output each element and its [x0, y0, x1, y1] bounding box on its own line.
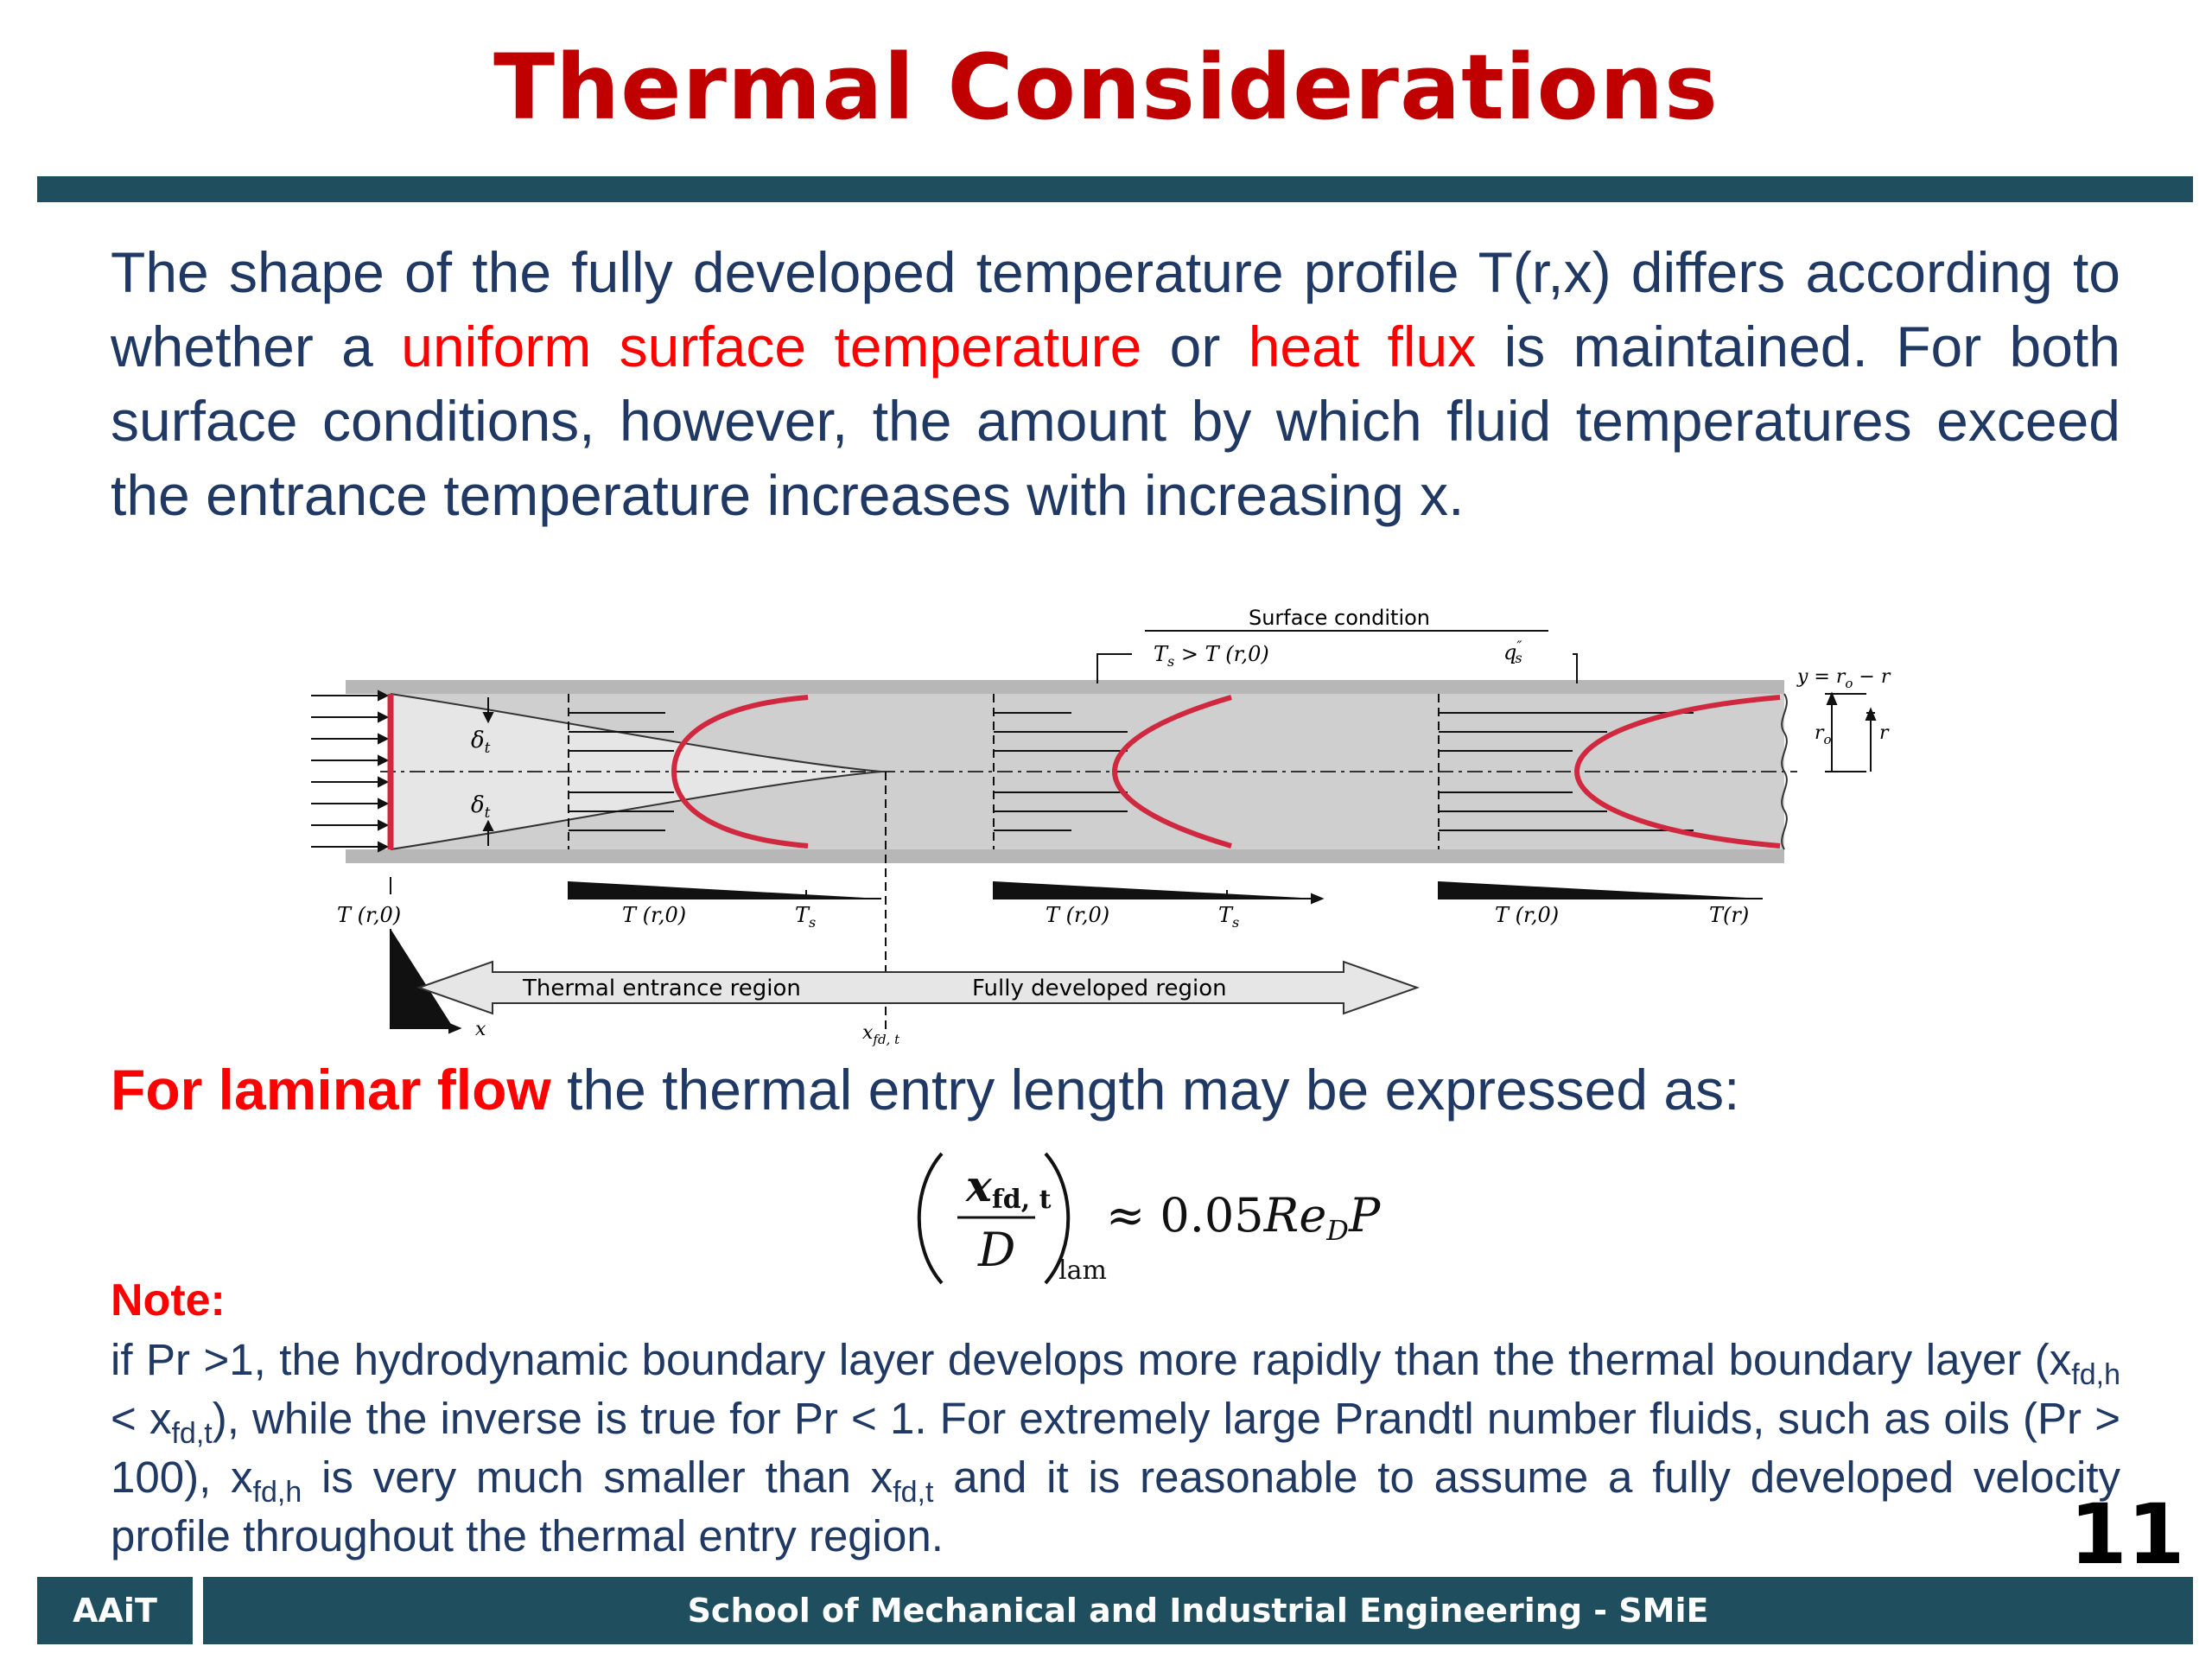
x-axis-label: x: [475, 1019, 486, 1040]
qs-leader: [1573, 653, 1578, 683]
temperature-axes: [390, 877, 1763, 905]
r-label: r: [1879, 722, 1890, 744]
title-divider: [37, 176, 2193, 202]
note-sub-2: fd,t: [171, 1417, 213, 1451]
ro-label: ro: [1815, 722, 1832, 747]
ts-leader: [1096, 653, 1132, 683]
t-r0-label-1: T (r,0): [622, 903, 686, 927]
pipe-top-wall: [346, 680, 1784, 694]
formula-left-paren: [917, 1152, 944, 1285]
note-sub-3: fd,h: [252, 1476, 302, 1510]
inlet-arrows: [311, 690, 390, 853]
note-text: if Pr >1, the hydrodynamic boundary laye…: [111, 1331, 2120, 1566]
pipe-bottom-wall: [346, 849, 1784, 863]
pipe-break: [1781, 693, 1788, 850]
laminar-flow-text: the thermal entry length may be expresse…: [550, 1058, 1740, 1122]
formula-right-paren: [1044, 1152, 1071, 1285]
highlight-heat-flux: heat flux: [1248, 315, 1477, 378]
thermal-boundary-layer: [390, 693, 882, 850]
intro-text-3: is maintained. For both surface conditio…: [111, 315, 2121, 527]
note-text-5: and it is reasonable to assume a fully d…: [111, 1452, 2120, 1560]
qs-label: q″ s: [1503, 638, 1522, 666]
thermal-entrance-region-label: Thermal entrance region: [522, 976, 801, 1001]
footer-institution: AAiT: [37, 1577, 193, 1644]
region-double-arrow: [416, 960, 1421, 1015]
laminar-flow-lead: For laminar flow: [111, 1058, 551, 1122]
t-r0-label-inlet: T (r,0): [337, 903, 401, 927]
formula-numerator: xfd, t: [965, 1160, 1052, 1215]
t-r0-label-2: T (r,0): [1046, 903, 1109, 927]
ts-condition-label: Ts > T (r,0): [1154, 642, 1269, 670]
page-number: 11: [2069, 1486, 2185, 1583]
formula-rhs: ≈ 0.05ReDPr: [1106, 1188, 1382, 1247]
note-sub-1: fd,h: [2071, 1358, 2120, 1392]
delta-top-label: δt: [471, 728, 491, 757]
laminar-flow-statement: For laminar flow the thermal entry lengt…: [111, 1052, 1739, 1127]
delta-arrows: [482, 697, 494, 846]
note-text-1: if Pr >1, the hydrodynamic boundary laye…: [111, 1335, 2072, 1384]
profile-curve-1: [671, 695, 809, 849]
note-sub-4: fd,t: [893, 1476, 934, 1510]
profile-station-1: [568, 694, 674, 849]
surface-condition-label: Surface condition: [1249, 606, 1430, 630]
tr-label: T(r): [1709, 903, 1749, 927]
note-text-3: ), while the inverse is true for Pr < 1.…: [111, 1394, 2121, 1502]
intro-text-2: or: [1141, 315, 1249, 378]
profile-station-2: [993, 694, 1128, 849]
formula-denominator: D: [977, 1223, 1015, 1277]
delta-bottom-label: δt: [471, 792, 491, 822]
ts-label-1: Ts: [795, 903, 816, 931]
xfd-label: xfd, t: [862, 1022, 900, 1047]
note-text-4: is very much smaller than x: [302, 1452, 893, 1502]
intro-text-1: The shape of the fully developed tempera…: [111, 240, 2120, 378]
footer-school: School of Mechanical and Industrial Engi…: [203, 1577, 2193, 1644]
profile-curve-2: [1111, 695, 1232, 849]
intro-paragraph: The shape of the fully developed tempera…: [111, 235, 2120, 532]
formula-lam-subscript: lam: [1058, 1255, 1107, 1286]
x-axis: [390, 929, 462, 1034]
radius-arrows: [1825, 691, 1877, 772]
fully-developed-region-label: Fully developed region: [972, 976, 1227, 1001]
y-equation-label: y = ro − r: [1796, 666, 1891, 691]
highlight-uniform-surface-temperature: uniform surface temperature: [401, 315, 1142, 378]
profile-curve-3: [1573, 695, 1781, 849]
slide-title: Thermal Considerations: [493, 35, 1719, 140]
note-text-2: < x: [111, 1394, 172, 1443]
thermal-entrance-diagram: δt δt Surface condition Ts > T (r,0) q″ s…: [311, 606, 1891, 1047]
note-label: Note:: [111, 1275, 226, 1325]
entry-length-formula: xfd, t D lam ≈ 0.05ReDPr: [917, 1152, 1382, 1286]
ts-label-2: Ts: [1218, 903, 1239, 931]
t-r0-label-3: T (r,0): [1495, 903, 1559, 927]
profile-station-3: [1438, 694, 1694, 849]
